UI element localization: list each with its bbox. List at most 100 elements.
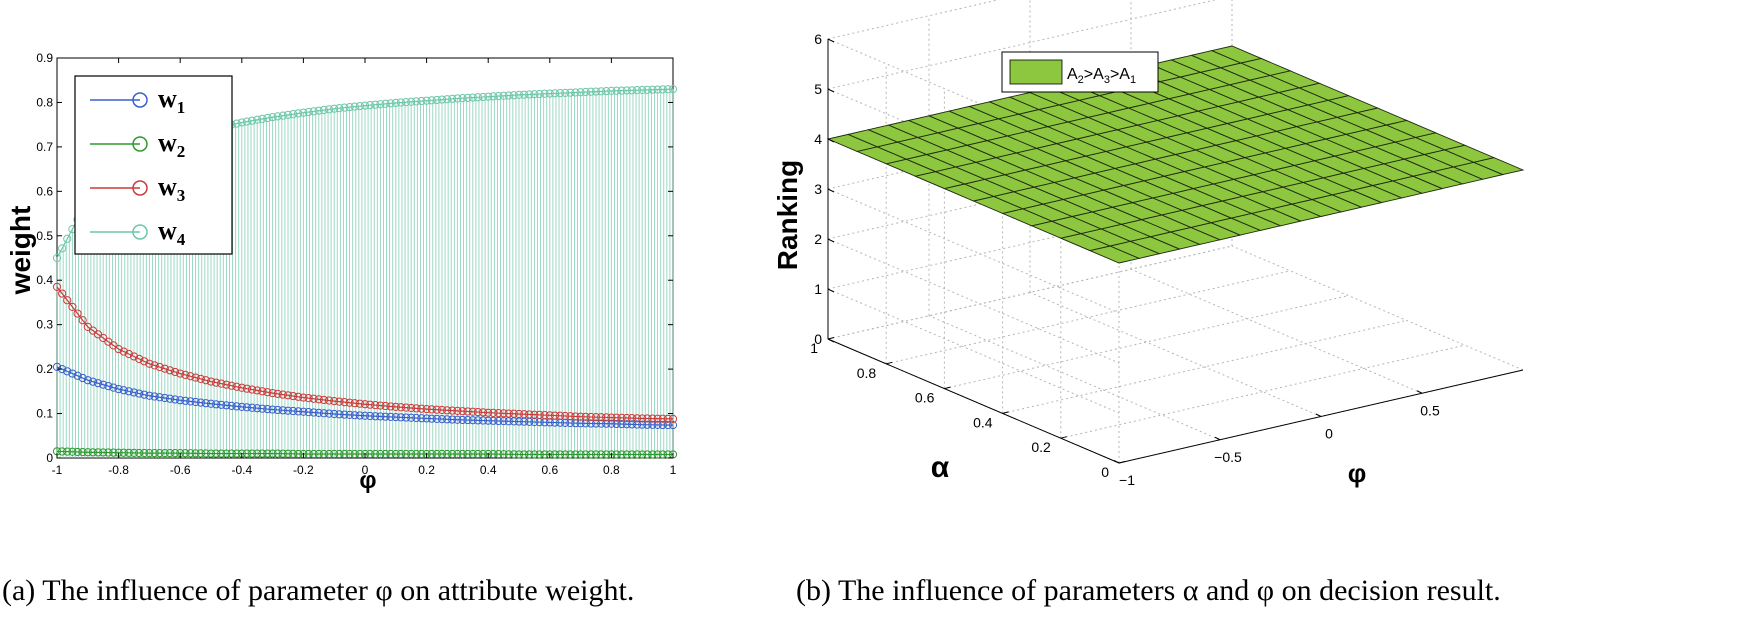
w1-marker bbox=[376, 412, 385, 421]
w4-marker bbox=[586, 87, 595, 96]
z-tick-label: 6 bbox=[814, 31, 822, 47]
caption-b: (b) The influence of parameters α and φ … bbox=[796, 574, 1501, 607]
x-tick-label: 0.2 bbox=[418, 463, 435, 477]
w4-marker bbox=[514, 90, 524, 99]
w3-marker bbox=[658, 414, 667, 423]
w4-marker bbox=[448, 94, 457, 103]
w4-marker bbox=[407, 97, 416, 106]
x-tick-label: -0.2 bbox=[293, 463, 314, 477]
w1-marker bbox=[247, 403, 257, 412]
w1-marker bbox=[360, 411, 370, 420]
w1-marker bbox=[258, 404, 267, 413]
w2-marker bbox=[181, 449, 190, 458]
w3-marker bbox=[396, 403, 406, 412]
w3-marker bbox=[150, 361, 159, 370]
w1-marker bbox=[129, 388, 139, 397]
w2-marker bbox=[648, 450, 657, 459]
w3-marker bbox=[509, 409, 518, 418]
w1-marker bbox=[504, 417, 513, 426]
y-tick-label: 0.6 bbox=[36, 184, 53, 198]
w3-marker bbox=[638, 414, 647, 423]
w3-marker bbox=[412, 404, 421, 413]
w1-marker bbox=[499, 417, 508, 426]
w3-marker bbox=[432, 405, 441, 414]
w2-marker bbox=[448, 449, 457, 459]
w2-marker bbox=[227, 449, 236, 458]
w1-marker bbox=[581, 419, 590, 428]
w3-marker bbox=[591, 413, 601, 422]
w3-marker bbox=[360, 400, 370, 409]
w2-marker bbox=[160, 449, 169, 458]
w3-marker bbox=[391, 402, 400, 411]
w2-marker bbox=[263, 449, 272, 458]
w3-marker bbox=[58, 289, 67, 298]
surface-legend-label: A2>A3>A1 bbox=[1067, 66, 1136, 86]
w3-marker bbox=[222, 380, 231, 389]
w1-marker bbox=[155, 393, 164, 402]
w1-marker bbox=[140, 390, 149, 399]
w4-marker bbox=[525, 90, 534, 99]
w4-marker bbox=[335, 104, 344, 113]
alpha-tick-label: 0.2 bbox=[1031, 439, 1051, 455]
floor-gridline bbox=[1231, 245, 1524, 371]
w3-marker bbox=[253, 386, 262, 395]
y-tick-label: 0 bbox=[46, 451, 53, 465]
w3-marker bbox=[263, 388, 272, 397]
w2-marker bbox=[247, 449, 257, 458]
w3-marker bbox=[237, 383, 246, 392]
w1-marker bbox=[217, 400, 226, 409]
z-tick-label: 3 bbox=[814, 181, 822, 197]
w2-marker bbox=[289, 449, 298, 458]
w2-marker bbox=[622, 450, 631, 459]
w3-marker bbox=[422, 405, 431, 414]
w2-marker bbox=[545, 450, 554, 459]
w2-marker bbox=[129, 448, 139, 457]
w2-marker bbox=[514, 450, 524, 459]
w3-marker bbox=[632, 414, 642, 423]
w4-marker bbox=[535, 89, 544, 99]
w2-marker bbox=[632, 450, 642, 459]
x-tick-label: -1 bbox=[52, 463, 63, 477]
phi-tick-label: −0.5 bbox=[1214, 449, 1242, 465]
side-wall-gridline bbox=[827, 288, 1120, 414]
w3-marker bbox=[525, 410, 534, 419]
w2-marker bbox=[212, 449, 221, 458]
w4-marker bbox=[566, 88, 575, 97]
w4-marker bbox=[571, 88, 580, 97]
x-tick-label: 0.4 bbox=[480, 463, 497, 477]
w2-marker bbox=[607, 450, 616, 459]
w2-marker bbox=[581, 450, 590, 459]
w1-marker bbox=[73, 371, 82, 380]
w1-marker bbox=[494, 416, 503, 426]
alpha-axis bbox=[827, 338, 1120, 464]
w4-marker bbox=[617, 86, 626, 95]
w2-marker bbox=[555, 450, 565, 459]
w2-marker bbox=[135, 448, 144, 458]
w1-marker bbox=[319, 409, 329, 418]
w2-marker bbox=[443, 449, 452, 459]
w1-marker bbox=[663, 420, 672, 430]
w1-marker bbox=[443, 415, 452, 424]
w1-marker bbox=[176, 396, 185, 405]
w3-marker bbox=[350, 399, 359, 408]
y-tick-label: 0.4 bbox=[36, 273, 53, 287]
w4-marker bbox=[499, 91, 508, 100]
w3-marker bbox=[227, 381, 236, 390]
w4-marker bbox=[371, 100, 380, 109]
w1-marker bbox=[88, 377, 98, 386]
w1-marker bbox=[602, 419, 611, 428]
phi-tick-label: 0.5 bbox=[1420, 402, 1440, 418]
w3-marker bbox=[124, 349, 133, 359]
w4-marker bbox=[396, 98, 406, 107]
w4-marker bbox=[484, 92, 493, 101]
w3-marker bbox=[289, 391, 298, 401]
w3-marker bbox=[643, 414, 652, 423]
w1-marker bbox=[427, 414, 436, 423]
w3-marker bbox=[463, 407, 472, 416]
w1-marker bbox=[52, 362, 62, 371]
z-tick-mark bbox=[827, 288, 835, 293]
w2-marker bbox=[165, 449, 175, 458]
w1-marker bbox=[114, 385, 123, 394]
w2-marker bbox=[468, 449, 477, 459]
